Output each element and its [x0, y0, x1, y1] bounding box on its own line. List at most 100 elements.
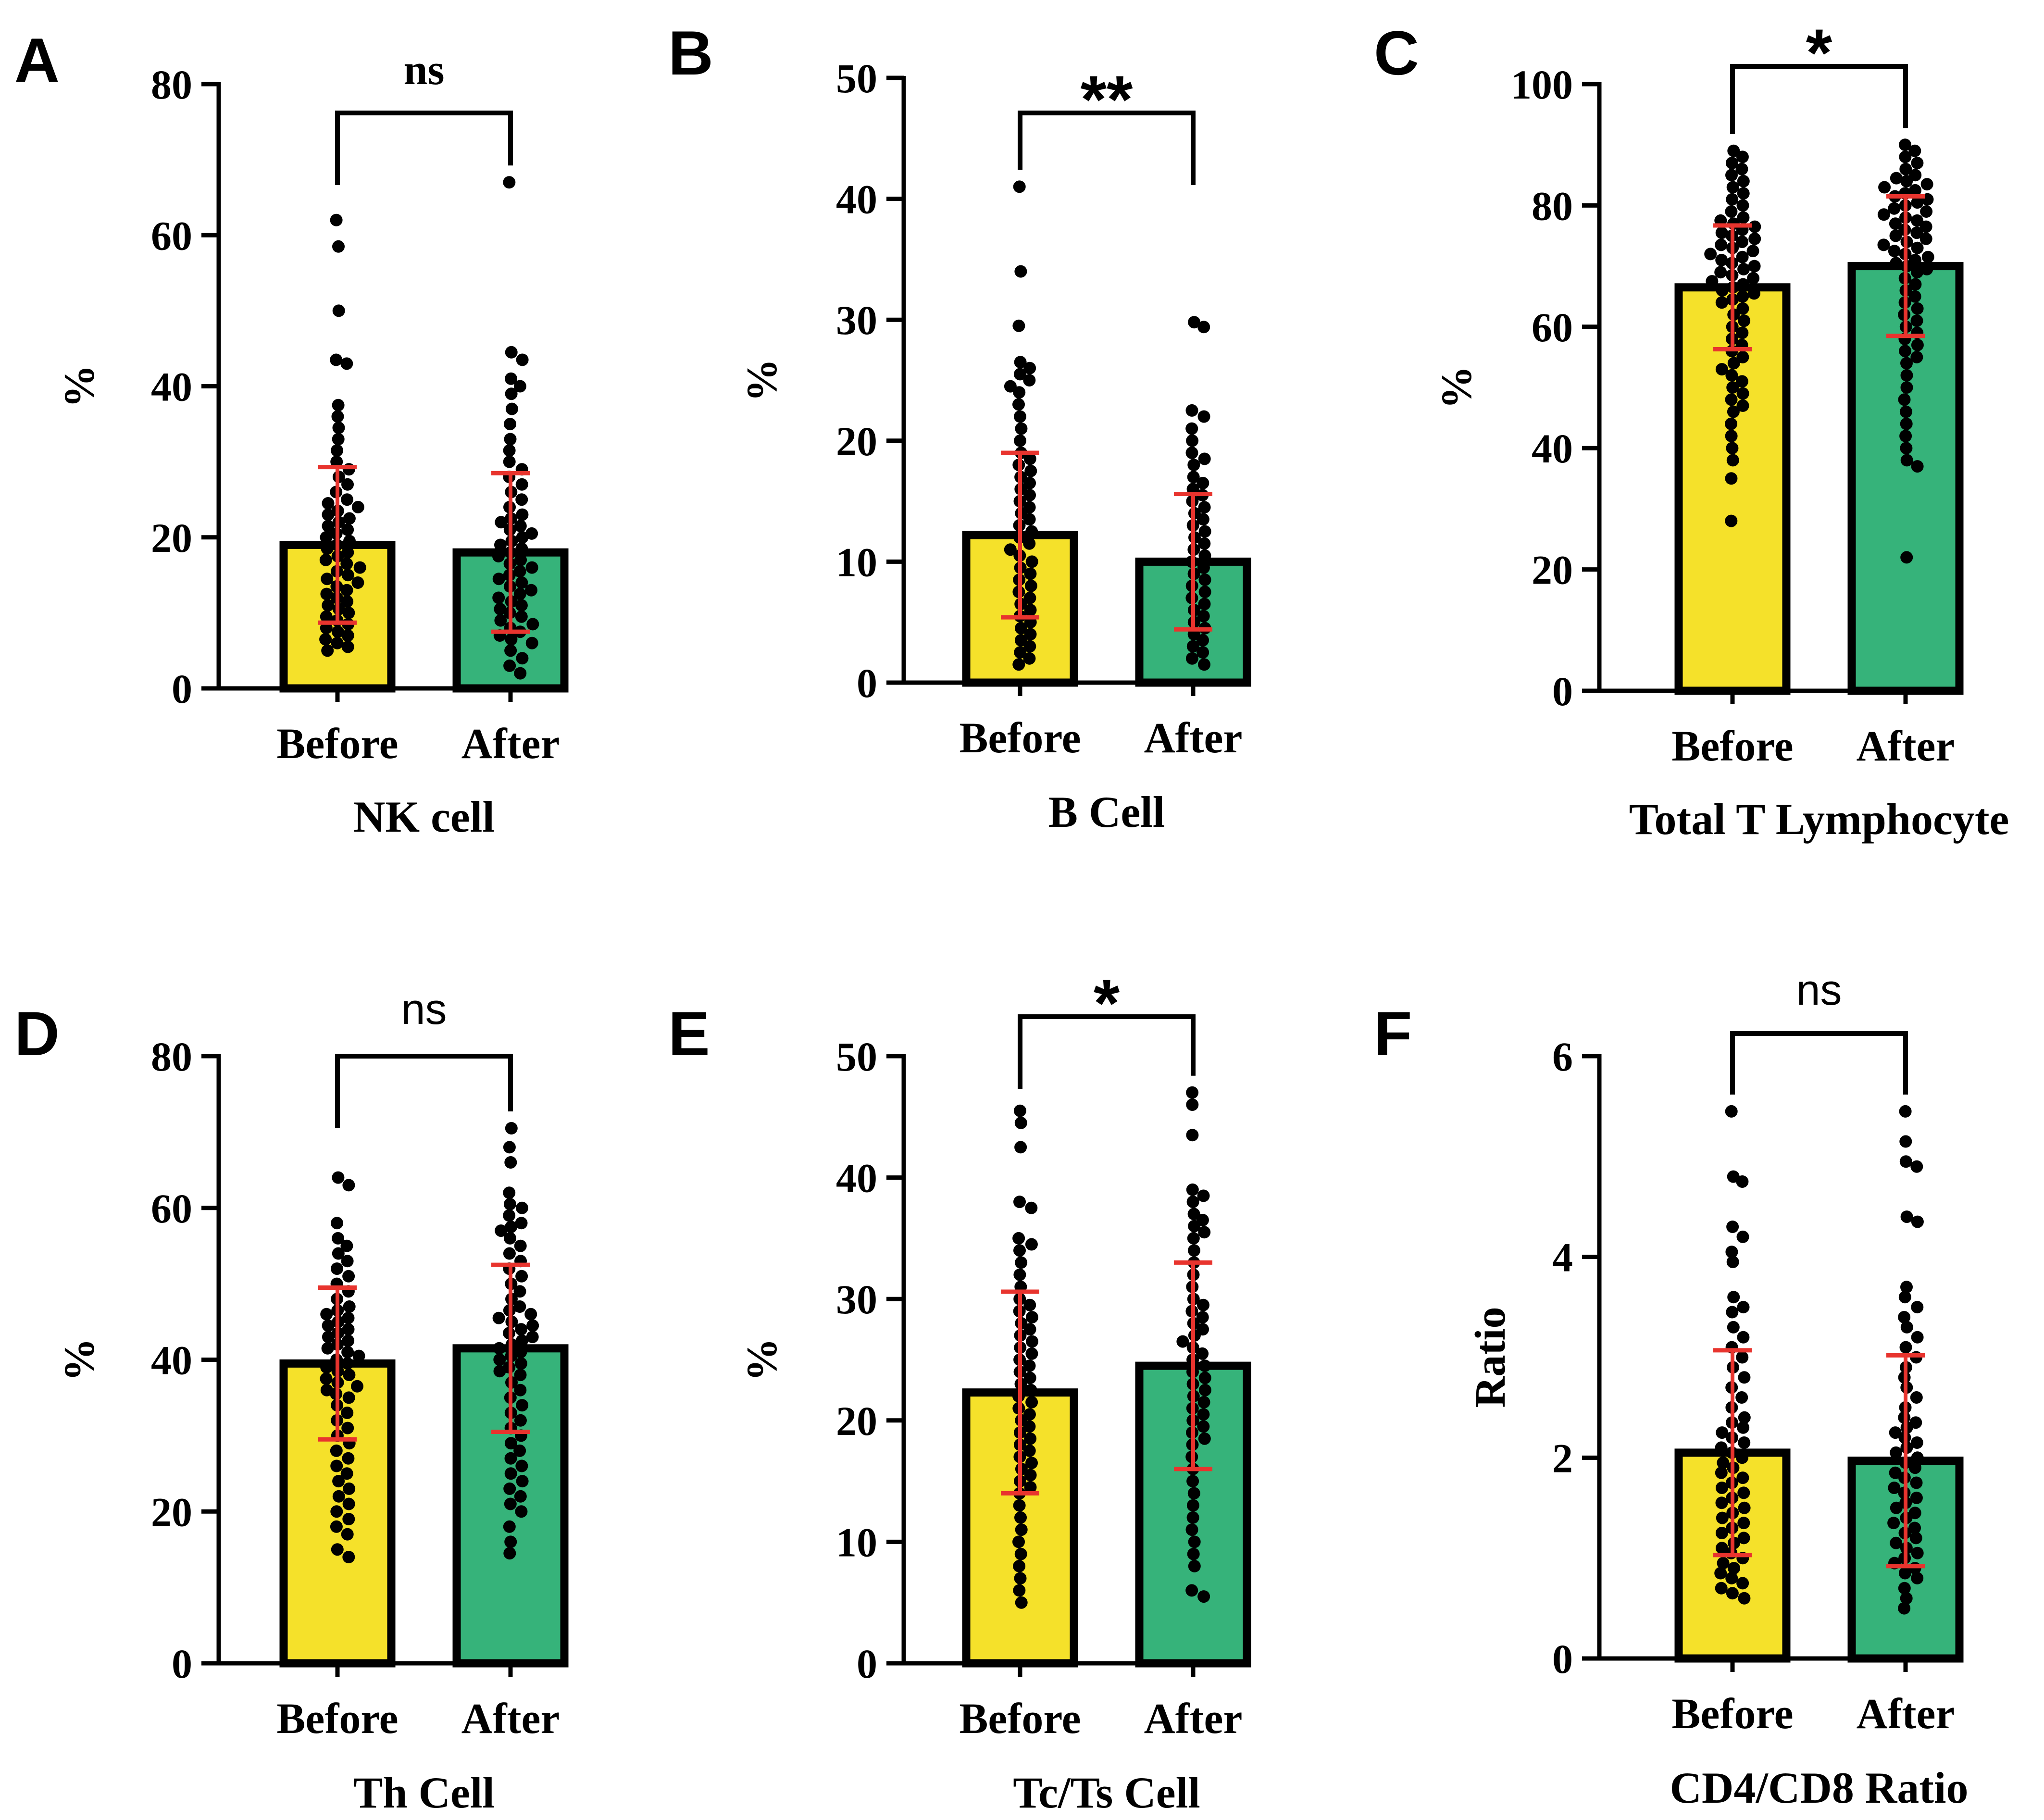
data-point	[331, 444, 343, 457]
y-tick-label: 60	[151, 1185, 192, 1232]
data-point	[1013, 1499, 1026, 1512]
data-point	[330, 1444, 343, 1457]
data-point	[1197, 1590, 1210, 1603]
data-point	[1737, 278, 1749, 291]
data-point	[322, 497, 335, 510]
data-point	[1197, 1298, 1209, 1311]
data-point	[1735, 375, 1748, 388]
panel-letter: F	[1374, 998, 1412, 1069]
data-point	[495, 516, 508, 529]
data-point	[1887, 1517, 1900, 1530]
data-point	[322, 520, 335, 533]
data-point	[1737, 211, 1750, 224]
data-point	[1900, 1592, 1913, 1605]
data-point	[1014, 434, 1026, 447]
data-point	[1014, 265, 1027, 278]
data-point	[505, 372, 517, 385]
data-point	[332, 1232, 345, 1245]
panel-letter: E	[668, 998, 710, 1069]
data-point	[1023, 476, 1036, 489]
data-point	[1012, 319, 1025, 332]
panel-letter: A	[14, 25, 60, 95]
data-point	[1911, 214, 1924, 227]
data-point	[1910, 226, 1923, 239]
x-tick-label: Before	[276, 720, 398, 768]
data-point	[1012, 398, 1025, 411]
data-point	[342, 1270, 355, 1283]
data-point	[1196, 1311, 1209, 1324]
chart-title: CD4/CD8 Ratio	[1670, 1763, 1969, 1812]
data-point	[505, 633, 518, 646]
data-point	[1025, 1396, 1038, 1409]
y-tick-label: 0	[172, 1641, 192, 1687]
data-point	[1911, 302, 1924, 315]
data-point	[1013, 180, 1026, 193]
data-point	[1900, 417, 1913, 430]
data-point	[331, 636, 344, 649]
data-point	[341, 1528, 354, 1541]
data-point	[353, 561, 366, 574]
data-point	[1715, 254, 1728, 266]
data-point	[1911, 157, 1924, 170]
data-point	[1910, 314, 1923, 327]
data-point	[1187, 1487, 1200, 1500]
data-point	[1185, 1523, 1198, 1536]
y-tick-label: 2	[1552, 1435, 1573, 1481]
data-point	[1023, 513, 1036, 526]
data-point	[1911, 266, 1924, 279]
data-point	[1899, 405, 1912, 418]
data-point	[504, 1452, 517, 1465]
data-point	[1717, 1557, 1730, 1570]
data-point	[1725, 417, 1737, 430]
data-point	[320, 1308, 333, 1321]
data-point	[1911, 241, 1924, 254]
data-point	[1737, 175, 1750, 187]
y-tick-label: 40	[836, 1155, 877, 1201]
y-tick-label: 4	[1552, 1234, 1573, 1281]
data-point	[1726, 381, 1739, 394]
data-point	[1025, 555, 1038, 568]
data-point	[331, 410, 344, 423]
data-point	[1197, 561, 1210, 574]
data-point	[493, 1365, 506, 1378]
data-point	[340, 1467, 353, 1480]
data-point	[1726, 442, 1739, 455]
y-axis-label: %	[1433, 366, 1481, 409]
data-point	[1023, 652, 1036, 665]
data-point	[1910, 1476, 1923, 1489]
data-point	[1004, 543, 1017, 556]
data-point	[1715, 1466, 1728, 1479]
x-tick-label: After	[1857, 723, 1955, 770]
data-point	[503, 444, 516, 457]
data-point	[1186, 434, 1199, 447]
data-point	[503, 659, 516, 672]
data-point	[1013, 386, 1026, 399]
data-point	[1187, 1547, 1200, 1560]
data-point	[1736, 290, 1749, 303]
x-tick-label: After	[1144, 714, 1243, 762]
y-axis-label: Ratio	[1467, 1307, 1514, 1408]
data-point	[513, 1444, 526, 1457]
data-point	[1877, 238, 1890, 251]
data-point	[1187, 459, 1200, 472]
data-point	[1898, 1602, 1911, 1615]
data-point	[1023, 591, 1036, 604]
data-point	[513, 380, 526, 393]
y-axis-label: %	[56, 1338, 103, 1382]
data-point	[1014, 1511, 1027, 1524]
data-point	[1198, 537, 1211, 550]
data-point	[1736, 399, 1749, 412]
data-point	[515, 478, 528, 491]
data-point	[1714, 1567, 1727, 1580]
data-point	[1024, 567, 1037, 580]
data-point	[1911, 1301, 1924, 1314]
data-point	[352, 1349, 365, 1362]
data-point	[1736, 1471, 1749, 1484]
data-point	[1186, 1475, 1199, 1488]
data-point	[1725, 430, 1738, 442]
data-point	[1899, 1341, 1912, 1354]
y-axis-label: %	[738, 1338, 786, 1382]
data-point	[1714, 266, 1727, 279]
data-point	[1910, 1160, 1923, 1173]
